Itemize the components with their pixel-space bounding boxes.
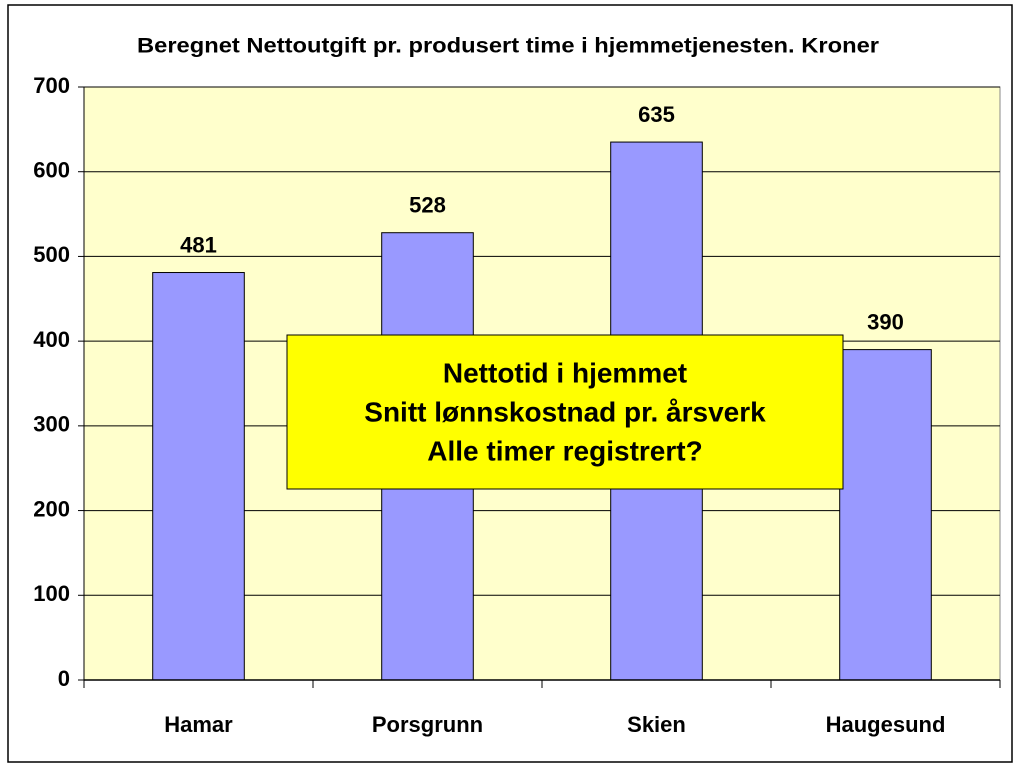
- x-tick-label: Hamar: [164, 712, 233, 737]
- annotation-text: Alle timer registrert?: [427, 435, 702, 466]
- data-label: 481: [180, 232, 217, 257]
- bar: [152, 272, 245, 681]
- data-label: 635: [638, 102, 675, 127]
- x-tick-label: Haugesund: [826, 712, 946, 737]
- y-tick-label: 500: [33, 242, 70, 267]
- annotation-box: [286, 334, 844, 490]
- y-tick-label: 200: [33, 496, 70, 521]
- y-tick-label: 0: [58, 666, 70, 691]
- x-tick-label: Porsgrunn: [372, 712, 483, 737]
- annotation-text: Snitt lønnskostnad pr. årsverk: [364, 396, 766, 427]
- chart-title: Beregnet Nettoutgift pr. produsert time …: [137, 35, 879, 58]
- annotation-text: Nettotid i hjemmet: [443, 357, 687, 388]
- y-tick-label: 300: [33, 412, 70, 437]
- data-label: 390: [867, 309, 904, 334]
- y-tick-label: 600: [33, 158, 70, 183]
- data-label: 528: [409, 193, 446, 218]
- bar: [839, 349, 932, 681]
- y-tick-label: 100: [33, 581, 70, 606]
- y-tick-label: 700: [33, 73, 70, 98]
- x-tick-label: Skien: [627, 712, 686, 737]
- y-tick-label: 400: [33, 327, 70, 352]
